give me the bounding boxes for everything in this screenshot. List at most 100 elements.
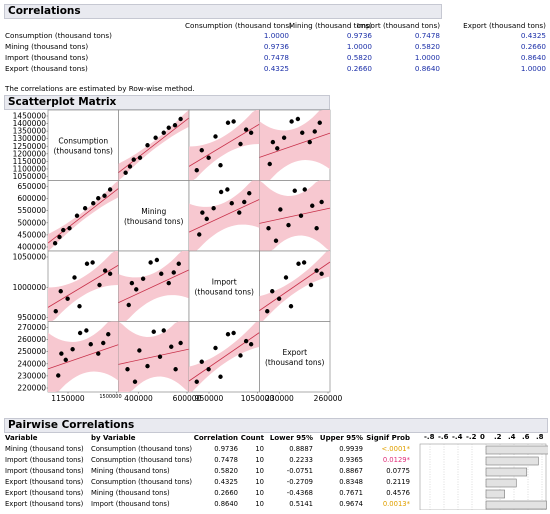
data-point	[145, 143, 150, 148]
y-tick-label: 1050000	[13, 253, 47, 262]
fit-line	[47, 264, 119, 308]
data-point	[194, 168, 199, 173]
pairwise-variable: Import (thousand tons)	[5, 467, 84, 475]
fit-line	[188, 199, 260, 233]
corr-cell: 1.0000	[263, 31, 289, 40]
corr-cell: 0.8640	[520, 53, 546, 62]
fit-line	[188, 123, 260, 167]
scatterplot-matrix[interactable]: Consumption(thousand tons)Mining(thousan…	[0, 108, 550, 418]
diagonal-label-unit: (thousand tons)	[195, 287, 255, 296]
data-point	[270, 289, 275, 294]
data-point	[96, 196, 101, 201]
y-tick-label: 230000	[17, 371, 46, 380]
data-point	[88, 342, 93, 347]
pairwise-cell: 0.9939	[339, 445, 363, 453]
pairwise-cell: 10	[255, 445, 264, 453]
correlation-bar	[485, 456, 539, 466]
data-point	[126, 302, 131, 308]
data-point	[213, 134, 218, 139]
data-point	[200, 210, 205, 215]
y-tick-label: 1000000	[13, 283, 47, 292]
fit-line	[259, 132, 331, 158]
diagonal-label-unit: (thousand tons)	[265, 358, 325, 367]
data-point	[56, 373, 61, 378]
fit-line	[47, 188, 119, 244]
data-point	[178, 116, 183, 122]
bar-scale-label: -.2	[466, 433, 477, 441]
signif-prob: 0.2119	[386, 478, 410, 486]
data-point	[96, 351, 101, 356]
data-point	[295, 116, 301, 122]
bar-scale-label: -.8	[424, 433, 435, 441]
data-point	[302, 187, 307, 192]
data-point	[273, 238, 279, 243]
data-point	[161, 328, 166, 333]
scatterplot-header[interactable]: Scatterplot Matrix	[4, 95, 330, 110]
data-point	[58, 289, 63, 294]
fit-line	[118, 269, 190, 303]
y-tick-label: 1050000	[13, 172, 47, 181]
data-point	[206, 367, 211, 372]
x-tick-label: 1150000	[51, 394, 85, 403]
data-point	[65, 296, 70, 301]
pairwise-cell: 0.4325	[214, 478, 238, 486]
data-point	[319, 271, 324, 276]
diagonal-label-unit: (thousand tons)	[54, 146, 114, 155]
signif-prob: 0.0013*	[382, 500, 410, 508]
y-tick-label: 1150000	[13, 157, 47, 166]
x-tick-label: 230000	[265, 394, 294, 403]
data-point	[213, 345, 218, 351]
y-tick-label: 650000	[17, 182, 46, 191]
fit-line	[47, 344, 119, 370]
data-point	[238, 141, 243, 147]
data-point	[145, 363, 150, 369]
diagonal-label-name: Import	[212, 277, 237, 286]
correlations-title: Correlations	[8, 5, 81, 17]
x-tick-label: 1050000	[241, 394, 275, 403]
data-point	[218, 163, 223, 168]
y-tick-label: 1400000	[13, 119, 47, 128]
pairwise-variable: Export (thousand tons)	[5, 500, 84, 508]
diagonal-label-name: Consumption	[58, 136, 108, 145]
pairwise-cell: -0.0751	[286, 467, 313, 475]
pairwise-cell: 0.9674	[339, 500, 363, 508]
pairwise-by-variable: Mining (thousand tons)	[91, 489, 170, 497]
corr-cell: 0.7478	[263, 53, 289, 62]
corr-cell: 0.5820	[414, 42, 440, 51]
correlation-bar	[485, 478, 517, 488]
data-point	[172, 123, 178, 128]
data-point	[275, 146, 280, 151]
data-point	[82, 206, 88, 211]
y-tick-label: 1100000	[13, 164, 47, 173]
pairwise-variable: Export (thousand tons)	[5, 478, 84, 486]
data-point	[308, 282, 314, 288]
data-point	[63, 357, 68, 363]
fit-line	[118, 348, 190, 365]
correlations-header[interactable]: Correlations	[4, 4, 442, 19]
pairwise-cell: -0.4368	[286, 489, 313, 497]
pairwise-cell: 0.5820	[214, 467, 238, 475]
data-point	[57, 234, 62, 240]
pairwise-cell: -0.2709	[286, 478, 313, 486]
pairwise-cell: 10	[255, 467, 264, 475]
bar-scale-label: -.4	[452, 433, 463, 441]
data-point	[289, 119, 294, 124]
data-point	[70, 347, 75, 352]
pairwise-header[interactable]: Pairwise Correlations	[4, 418, 548, 433]
data-point	[148, 260, 153, 265]
pairwise-cell: 0.5141	[289, 500, 313, 508]
data-point	[132, 379, 138, 384]
corr-row-label: Export (thousand tons)	[5, 64, 88, 73]
pairwise-cell: 10	[255, 478, 264, 486]
corr-cell: 0.5820	[346, 53, 372, 62]
pairwise-variable: Export (thousand tons)	[5, 489, 84, 497]
data-point	[197, 232, 202, 237]
data-point	[166, 280, 171, 286]
diagonal-label-unit: (thousand tons)	[124, 217, 184, 226]
pairwise-variable: Import (thousand tons)	[5, 456, 84, 464]
data-point	[178, 340, 183, 346]
y-tick-label: 950000	[17, 313, 46, 322]
y-tick-label: 1250000	[13, 142, 47, 151]
data-point	[125, 367, 130, 372]
corr-cell: 1.0000	[520, 64, 546, 73]
